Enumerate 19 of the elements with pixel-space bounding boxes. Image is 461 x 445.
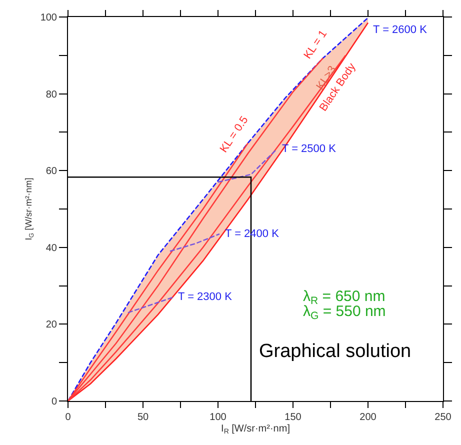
annotation: T = 2300 K	[178, 291, 233, 303]
y-tick-label: 20	[46, 320, 58, 331]
x-tick-label: 50	[137, 412, 149, 423]
x-tick-label: 100	[210, 412, 227, 423]
y-tick-label: 80	[46, 89, 58, 100]
x-axis-title: I$_{R}$ [W/sr·m²·nm]	[221, 424, 290, 436]
x-tick-label: 150	[284, 412, 302, 423]
annotation: Graphical solution	[259, 341, 412, 362]
annotation: λ$_{G}$ = 550 nm	[303, 303, 386, 322]
annotation: T = 2600 K	[373, 24, 428, 36]
y-tick-label: 60	[46, 166, 58, 178]
x-tick-label: 200	[360, 412, 377, 423]
y-tick-label: 100	[40, 12, 58, 24]
x-tick-label: 250	[434, 412, 452, 423]
y-tick-label: 0	[51, 396, 58, 408]
y-tick-label: 40	[46, 242, 58, 254]
x-tick-label: 0	[65, 412, 72, 423]
annotation: KL = 0.5	[218, 114, 251, 155]
annotation: KL = 1	[302, 28, 330, 62]
